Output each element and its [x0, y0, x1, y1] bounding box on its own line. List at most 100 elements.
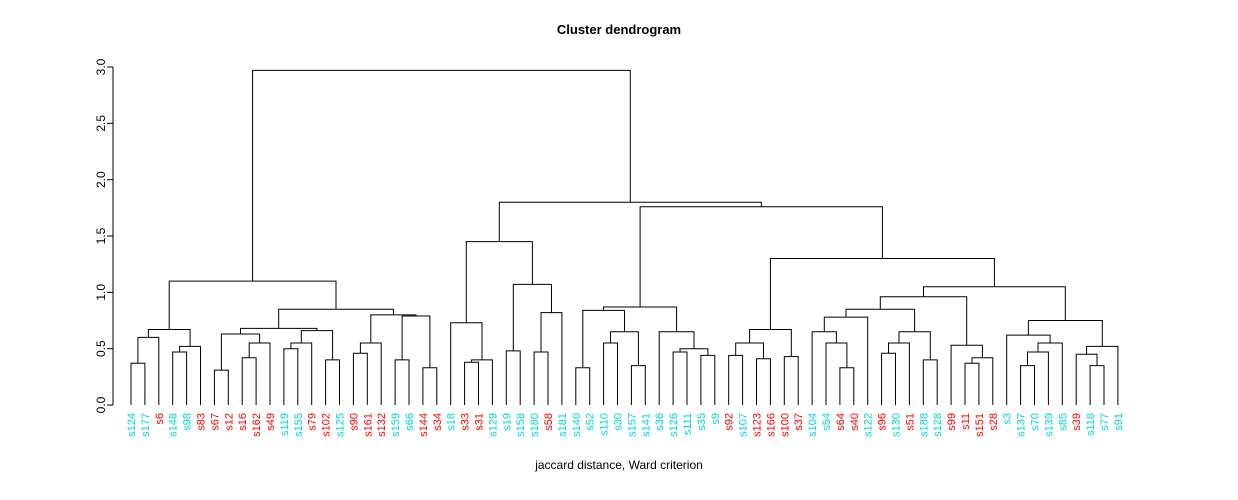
leaf-label: s49 — [265, 413, 277, 431]
leaf-label: s39 — [1071, 413, 1083, 431]
y-tick-label: 0.0 — [94, 396, 108, 413]
leaf-label: s98 — [182, 413, 194, 431]
leaf-label: s19 — [501, 413, 513, 431]
dendrogram-merge — [512, 283, 552, 351]
leaf-label: s91 — [1113, 413, 1125, 431]
leaf-label: s35 — [696, 413, 708, 431]
leaf-label: s96 — [877, 413, 889, 431]
dendrogram-merge — [465, 241, 533, 323]
leaf-label: s104 — [807, 413, 819, 437]
dendrogram-merge — [1027, 351, 1049, 405]
leaf-label: s34 — [432, 413, 444, 431]
leaf-label: s144 — [418, 413, 430, 437]
leaf-label: s166 — [765, 413, 777, 437]
dendrogram-merge — [672, 351, 688, 405]
leaf-label: s122 — [863, 413, 875, 437]
leaf-label: s79 — [307, 413, 319, 431]
y-axis: 0.0 0.5 1.0 1.5 2.0 2.5 3.0 — [94, 58, 114, 413]
leaf-label: s181 — [557, 413, 569, 437]
leaf-label: s28 — [988, 413, 1000, 431]
leaf-label: s18 — [446, 413, 458, 431]
dendrogram-merge — [845, 308, 916, 332]
dendrogram-merge — [1086, 345, 1119, 405]
dendrogram-merge — [575, 367, 591, 405]
y-tick-label: 2.5 — [94, 115, 108, 132]
leaf-label: s31 — [474, 413, 486, 431]
dendrogram-merge — [728, 354, 744, 405]
leaf-label: s180 — [529, 413, 541, 437]
dendrogram-merge — [700, 354, 716, 405]
leaf-label: s6 — [154, 413, 166, 425]
dendrogram-merge — [735, 342, 764, 359]
dendrogram-merge — [220, 333, 261, 371]
dendrogram-merge — [823, 316, 869, 405]
leaf-label: s66 — [404, 413, 416, 431]
leaf-label: s148 — [168, 413, 180, 437]
dendrogram-merge — [1020, 365, 1035, 405]
leaf-label: s70 — [1030, 413, 1042, 431]
y-tick-label: 1.5 — [94, 227, 108, 244]
leaf-label: s139 — [1043, 413, 1055, 437]
leaf-label: s140 — [571, 413, 583, 437]
dendrogram-merge — [130, 362, 146, 405]
leaf-label: s102 — [321, 413, 333, 437]
leaf-label: s64 — [835, 413, 847, 431]
leaf-label: s52 — [585, 413, 597, 431]
leaf-label: s37 — [793, 413, 805, 431]
leaf-label: s124 — [126, 413, 138, 437]
dendrogram-merge — [540, 312, 563, 405]
dendrogram-merge — [137, 336, 160, 405]
dendrogram-merge — [394, 359, 410, 405]
leaf-label: s128 — [932, 413, 944, 437]
dendrogram-merge — [603, 342, 618, 405]
leaf-label: s155 — [293, 413, 305, 437]
leaf-label: s129 — [487, 413, 499, 437]
leaf-label: s177 — [140, 413, 152, 437]
leaf-label: s161 — [362, 413, 374, 437]
dendrogram-merge — [639, 206, 883, 307]
leaf-label: s107 — [738, 413, 750, 437]
leaf-label: s111 — [682, 413, 694, 435]
dendrogram-merge — [879, 296, 968, 346]
leaf-label: s130 — [891, 413, 903, 437]
dendrogram-merge — [172, 351, 188, 405]
leaf-label: s36 — [654, 413, 666, 431]
dendrogram-merge — [950, 344, 983, 405]
dendrogram-merge — [825, 342, 848, 405]
leaf-label: s77 — [1099, 413, 1111, 431]
leaf-label: s9 — [710, 413, 722, 425]
y-tick-label: 1.0 — [94, 284, 108, 301]
dendrogram-merge — [359, 342, 382, 405]
dendrogram-merge — [278, 308, 394, 329]
dendrogram-merge — [290, 342, 313, 405]
dendrogram-merge — [147, 329, 191, 347]
leaf-label: s11 — [960, 413, 972, 430]
dendrogram-merge — [898, 331, 931, 360]
dendrogram-merge — [168, 280, 337, 330]
y-tick-label: 3.0 — [94, 58, 108, 75]
leaf-label: s141 — [640, 413, 652, 437]
dendrogram-merge — [240, 327, 318, 334]
dendrogram-merge — [839, 367, 855, 405]
leaf-label: s132 — [376, 413, 388, 437]
dendrogram-merge — [630, 365, 646, 405]
dendrogram-merge — [464, 361, 479, 405]
dendrogram-merge — [610, 331, 639, 366]
dendrogram-merge — [352, 352, 368, 405]
leaf-label: s188 — [918, 413, 930, 437]
leaf-label: s40 — [849, 413, 861, 431]
leaf-label: s54 — [821, 413, 833, 431]
leaf-label: s3 — [1002, 413, 1014, 425]
dendrogram-merge — [325, 359, 340, 405]
dendrogram-merge — [923, 286, 1066, 321]
dendrogram-merge — [252, 69, 631, 282]
dendrogram-merge — [769, 258, 995, 330]
dendrogram-merge — [283, 348, 299, 405]
dendrogram-merge — [756, 358, 771, 405]
leaf-label: s151 — [974, 413, 986, 437]
leaf-label: s92 — [724, 413, 736, 431]
dendrogram-merge — [1006, 334, 1051, 405]
leaf-label: s119 — [279, 413, 291, 436]
dendrogram-links — [130, 69, 1119, 405]
